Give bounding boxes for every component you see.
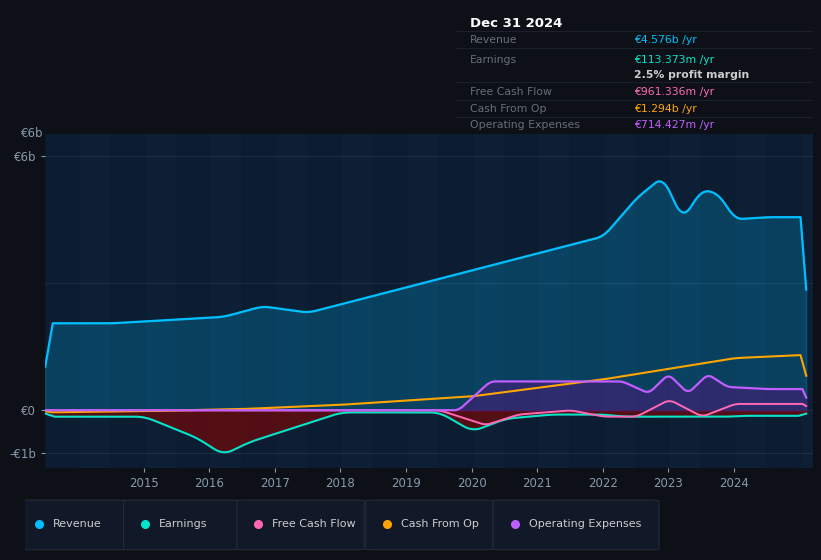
Text: €6b: €6b xyxy=(21,127,43,140)
FancyBboxPatch shape xyxy=(123,500,239,550)
Text: Operating Expenses: Operating Expenses xyxy=(529,519,641,529)
Text: €113.373m /yr: €113.373m /yr xyxy=(635,55,714,65)
Text: €4.576b /yr: €4.576b /yr xyxy=(635,35,697,45)
Text: 2.5% profit margin: 2.5% profit margin xyxy=(635,69,750,80)
Text: €714.427m /yr: €714.427m /yr xyxy=(635,120,714,130)
Text: Cash From Op: Cash From Op xyxy=(470,104,547,114)
Text: Dec 31 2024: Dec 31 2024 xyxy=(470,17,562,30)
Bar xyxy=(111,134,144,468)
Bar xyxy=(701,134,734,468)
Bar xyxy=(177,134,209,468)
Text: Revenue: Revenue xyxy=(470,35,517,45)
Text: Free Cash Flow: Free Cash Flow xyxy=(273,519,356,529)
FancyBboxPatch shape xyxy=(17,500,129,550)
FancyBboxPatch shape xyxy=(365,500,493,550)
Text: Free Cash Flow: Free Cash Flow xyxy=(470,87,552,97)
Bar xyxy=(504,134,537,468)
Bar xyxy=(308,134,341,468)
Bar xyxy=(374,134,406,468)
Bar xyxy=(45,134,78,468)
Text: €1.294b /yr: €1.294b /yr xyxy=(635,104,697,114)
Bar xyxy=(438,134,471,468)
Bar xyxy=(767,134,800,468)
Text: Earnings: Earnings xyxy=(470,55,517,65)
Bar xyxy=(635,134,668,468)
Bar xyxy=(570,134,603,468)
Text: Revenue: Revenue xyxy=(53,519,101,529)
Text: Earnings: Earnings xyxy=(159,519,208,529)
Text: Cash From Op: Cash From Op xyxy=(401,519,479,529)
Text: €961.336m /yr: €961.336m /yr xyxy=(635,87,714,97)
Bar xyxy=(242,134,275,468)
FancyBboxPatch shape xyxy=(493,500,659,550)
FancyBboxPatch shape xyxy=(236,500,365,550)
Text: Operating Expenses: Operating Expenses xyxy=(470,120,580,130)
